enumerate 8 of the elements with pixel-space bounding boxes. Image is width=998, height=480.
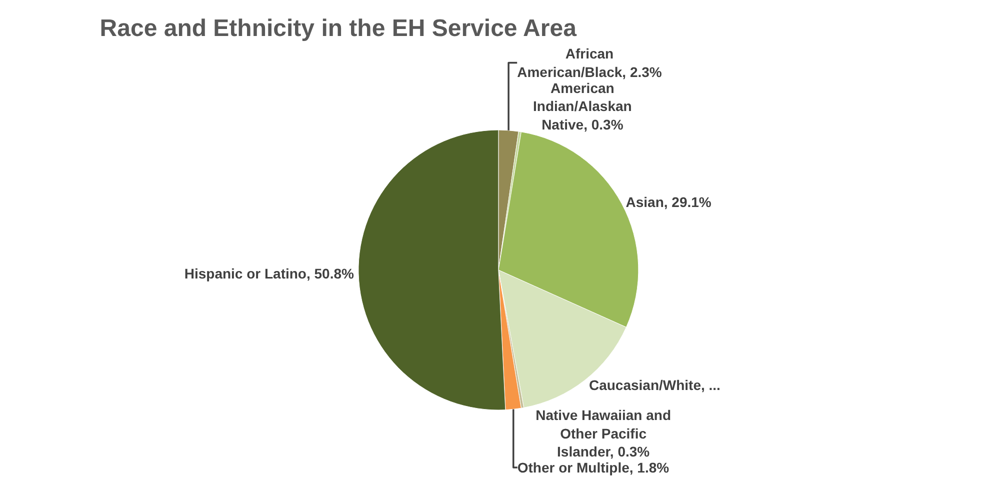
slice-label: Hispanic or Latino, 50.8% — [184, 266, 354, 282]
slice-label: Caucasian/White, ... — [588, 377, 720, 394]
slice-label: Other or Multiple, 1.8% — [517, 460, 670, 476]
slice-label: Asian, 29.1% — [626, 194, 712, 210]
slice-label: African American/Black, 2.3% — [517, 46, 662, 80]
slice-label: American Indian/Alaskan Native, 0.3% — [533, 80, 632, 132]
chart-title: Race and Ethnicity in the EH Service Area — [100, 15, 578, 42]
slice-label: Native Hawaiian and Other Pacific Islander, 0.3% — [536, 407, 672, 460]
